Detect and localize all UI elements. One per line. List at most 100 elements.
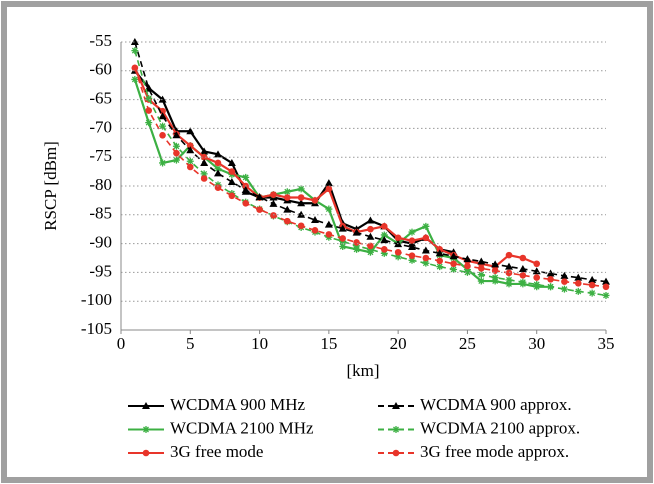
y-tick-label: -70 [89,117,112,136]
marker [518,264,527,272]
marker [463,268,471,276]
marker [186,127,195,135]
marker [463,255,472,263]
marker [408,243,416,251]
marker [477,257,486,265]
y-tick-label: -55 [89,31,112,50]
marker [532,267,541,275]
marker [560,285,568,293]
marker [200,153,208,161]
marker [131,47,139,55]
marker [311,197,319,204]
marker [505,251,513,259]
legend-marker [392,449,400,457]
x-tick-label: 35 [598,334,615,353]
marker [338,224,347,232]
marker [214,184,222,192]
marker [242,173,250,181]
marker [408,252,416,259]
marker [159,122,167,130]
marker [283,188,291,196]
marker [172,131,181,139]
x-tick-label: 25 [459,334,476,353]
x-tick-label: 10 [251,334,268,353]
marker [270,191,277,198]
marker [283,205,292,213]
marker [367,242,374,250]
marker [435,249,444,257]
legend-marker [392,426,400,433]
marker [242,199,250,207]
marker [366,216,375,224]
marker [408,228,416,236]
marker [269,199,278,207]
marker [241,186,250,194]
marker [394,253,402,261]
marker [297,185,305,193]
marker [380,236,389,244]
legend-label: 3G free mode [170,442,263,461]
marker [519,278,527,286]
marker [186,157,194,165]
y-tick-label: -65 [89,89,112,108]
marker [436,257,444,265]
marker [422,234,430,242]
marker [311,215,319,223]
marker [228,168,236,175]
marker [588,289,596,297]
legend-label: WCDMA 2100 MHz [170,418,314,437]
marker [436,246,444,253]
marker [547,283,555,291]
marker [491,274,499,282]
marker [145,94,153,102]
marker [158,95,167,103]
marker [394,248,402,256]
marker [408,237,416,245]
y-tick-label: -85 [89,204,112,223]
marker [145,107,153,114]
legend-marker [392,402,400,409]
y-tick-label: -100 [81,290,112,309]
marker [464,262,471,270]
marker [574,273,583,281]
marker [380,249,388,257]
marker [394,234,402,242]
marker [366,245,374,253]
legend-label: WCDMA 900 MHz [170,395,306,414]
marker [366,232,375,240]
legend-label: 3G free mode approx. [420,442,569,461]
marker [421,246,430,254]
marker [533,260,541,268]
marker [602,291,610,299]
marker [283,194,291,201]
legend-label: WCDMA 900 approx. [420,395,572,414]
marker [352,228,361,236]
legend-marker [142,402,150,409]
marker [186,146,195,154]
marker [505,280,513,288]
marker [408,256,416,264]
marker [214,165,222,173]
marker [172,156,180,164]
marker [505,269,513,277]
marker [519,271,527,279]
x-axis-label: [km] [346,361,379,380]
marker [533,280,541,288]
marker [325,185,333,193]
marker [422,222,430,230]
marker [200,147,209,155]
y-tick-label: -75 [89,146,112,165]
marker [255,192,264,200]
legend-marker [142,449,150,457]
marker [380,231,388,239]
x-tick-label: 15 [320,334,337,353]
marker [449,252,458,260]
marker [477,271,485,279]
marker [491,267,499,274]
marker [172,142,180,150]
marker [228,192,236,200]
marker [130,38,139,45]
marker [159,159,167,167]
marker [560,271,569,279]
